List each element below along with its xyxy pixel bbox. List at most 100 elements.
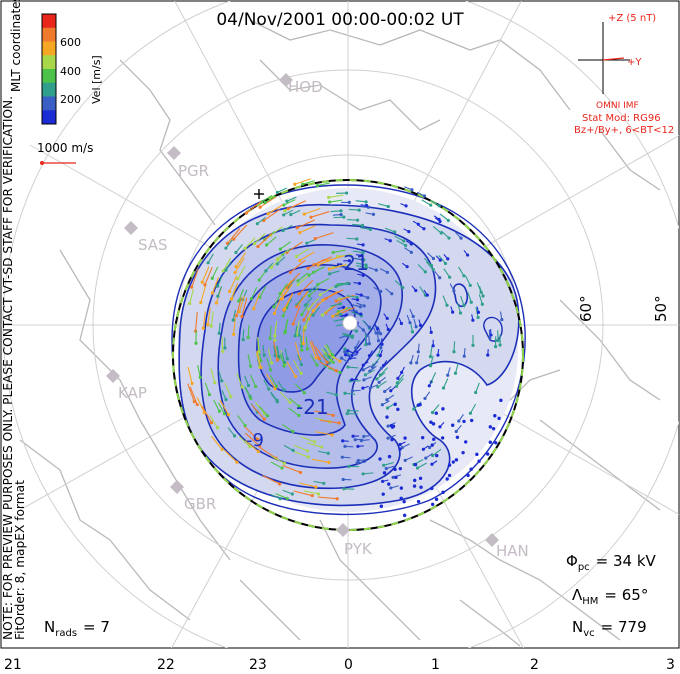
vector-origin: [201, 326, 205, 330]
velocity-vector: [266, 236, 277, 246]
vector-origin: [418, 323, 423, 327]
velocity-vector: [327, 367, 341, 373]
station-sas: SAS: [124, 221, 168, 254]
velocity-vector: [347, 366, 359, 369]
vector-origin: [404, 204, 408, 208]
vector-origin: [376, 353, 380, 358]
svg-text:PGR: PGR: [178, 162, 209, 180]
velocity-vector: [238, 289, 244, 302]
vector-origin: [429, 264, 434, 268]
vector-origin: [342, 215, 346, 219]
velocity-vector: [245, 432, 261, 447]
velocity-vector: [458, 266, 465, 277]
vector-origin: [376, 385, 380, 389]
velocity-vector: [302, 326, 305, 344]
mlt-tick: 21: [4, 657, 22, 673]
velocity-vector: [432, 226, 442, 234]
vector-origin: [429, 203, 433, 207]
velocity-vector: [282, 424, 294, 432]
velocity-vector: [346, 237, 357, 240]
vector-origin: [431, 267, 435, 272]
velocity-vector: [298, 279, 314, 295]
velocity-vector: [442, 295, 448, 306]
velocity-vector: [290, 259, 306, 273]
vector-origin: [321, 298, 325, 302]
vector-origin: [415, 466, 420, 470]
vector-origin: [370, 365, 374, 369]
vector-origin: [295, 226, 299, 230]
colorbar-segment: [42, 82, 56, 97]
velocity-vector: [211, 276, 220, 294]
vector-origin: [491, 426, 496, 431]
vector-origin: [210, 291, 215, 295]
velocity-vector: [254, 233, 266, 244]
vector-origin: [229, 395, 233, 399]
vector-origin: [255, 437, 260, 441]
vector-origin: [280, 296, 284, 300]
velocity-vector: [282, 489, 293, 495]
vector-origin: [338, 359, 342, 363]
velocity-vector: [430, 199, 440, 207]
vector-origin: [428, 354, 433, 359]
vector-origin: [331, 314, 335, 318]
mlt-tick: 23: [249, 657, 267, 673]
vector-origin: [306, 266, 310, 270]
vector-origin: [366, 296, 370, 300]
imf-panel: +Z (5 nT) +Y OMNI IMF Stat Mod: RG96 Bz+…: [574, 13, 674, 136]
velocity-vector: [321, 304, 334, 316]
vector-origin: [306, 455, 310, 459]
velocity-vector: [304, 312, 312, 328]
velocity-vector: [270, 391, 278, 401]
velocity-vector: [355, 200, 367, 203]
vector-origin: [446, 218, 450, 222]
vector-origin: [258, 295, 262, 299]
vector-origin: [428, 364, 433, 368]
vector-origin: [206, 261, 210, 265]
plot-title: 04/Nov/2001 00:00-00:02 UT: [216, 10, 464, 30]
vector-origin: [190, 285, 194, 289]
velocity-vector: [202, 311, 206, 329]
velocity-vector: [294, 325, 298, 336]
velocity-vector: [227, 228, 241, 244]
velocity-vector: [384, 227, 395, 233]
velocity-vector: [247, 353, 252, 367]
vector-origin: [451, 460, 455, 464]
vector-origin: [288, 270, 292, 274]
preview-note: NOTE: FOR PREVIEW PURPOSES ONLY. PLEASE …: [1, 96, 15, 640]
velocity-vector: [191, 268, 199, 288]
vector-origin: [339, 209, 343, 213]
vector-origin: [432, 437, 436, 441]
vector-origin: [313, 237, 317, 241]
vector-origin: [364, 203, 369, 208]
vector-origin: [259, 359, 263, 363]
vector-origin: [198, 375, 202, 379]
vector-origin: [379, 289, 383, 294]
vector-origin: [270, 361, 274, 365]
velocity-vector: [283, 444, 294, 451]
vector-origin: [232, 332, 236, 336]
velocity-vector: [245, 200, 262, 214]
vector-origin: [409, 250, 413, 254]
velocity-vector: [305, 336, 308, 350]
vector-origin: [237, 310, 241, 314]
velocity-vector: [294, 383, 305, 394]
vector-origin: [262, 417, 266, 421]
vector-origin: [226, 413, 231, 417]
velocity-vector: [432, 448, 442, 456]
vector-origin: [295, 305, 299, 309]
vector-origin: [468, 283, 472, 288]
vector-origin: [258, 444, 262, 448]
vector-origin: [343, 444, 347, 448]
vector-origin: [488, 336, 492, 340]
vector-origin: [476, 310, 481, 314]
vector-origin: [291, 322, 295, 326]
velocity-vector: [284, 318, 289, 332]
vector-origin: [325, 360, 329, 364]
velocity-vector: [286, 272, 300, 288]
vector-origin: [379, 346, 383, 350]
vector-origin: [278, 247, 283, 251]
velocity-vector: [274, 320, 278, 336]
vector-origin: [355, 461, 359, 465]
station-kap: KAP: [106, 369, 147, 402]
